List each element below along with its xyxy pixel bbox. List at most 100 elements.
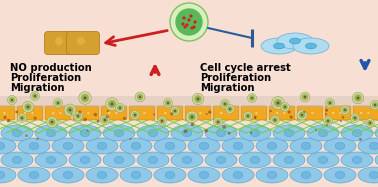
Circle shape (158, 117, 166, 125)
Circle shape (276, 111, 279, 114)
Circle shape (214, 117, 223, 126)
Ellipse shape (63, 142, 73, 150)
Circle shape (171, 111, 174, 114)
Circle shape (108, 100, 116, 108)
Ellipse shape (199, 171, 209, 179)
Circle shape (22, 101, 34, 113)
Circle shape (208, 111, 211, 114)
Ellipse shape (301, 171, 311, 179)
Circle shape (192, 25, 196, 29)
Circle shape (280, 102, 290, 111)
Circle shape (59, 111, 62, 114)
Circle shape (132, 112, 138, 118)
Circle shape (57, 102, 59, 104)
Circle shape (48, 118, 56, 126)
Circle shape (194, 20, 197, 24)
Ellipse shape (0, 167, 16, 183)
Circle shape (229, 108, 231, 111)
Ellipse shape (137, 125, 169, 141)
Circle shape (181, 22, 184, 26)
Circle shape (116, 104, 124, 112)
Ellipse shape (103, 125, 135, 141)
Circle shape (21, 117, 23, 119)
Circle shape (325, 99, 335, 108)
Ellipse shape (250, 156, 260, 164)
Circle shape (332, 111, 335, 114)
Ellipse shape (0, 171, 5, 179)
Circle shape (272, 117, 278, 123)
Circle shape (105, 98, 118, 111)
Circle shape (184, 130, 187, 133)
Circle shape (182, 16, 186, 20)
FancyBboxPatch shape (45, 31, 77, 54)
Circle shape (353, 93, 363, 103)
Circle shape (108, 111, 111, 114)
Circle shape (118, 106, 121, 110)
Circle shape (226, 105, 234, 113)
Ellipse shape (216, 129, 226, 137)
Circle shape (274, 119, 276, 121)
Ellipse shape (222, 167, 254, 183)
Ellipse shape (63, 171, 73, 179)
Ellipse shape (233, 142, 243, 150)
Circle shape (360, 111, 363, 114)
FancyBboxPatch shape (0, 96, 378, 108)
Circle shape (344, 109, 346, 111)
Circle shape (37, 138, 39, 140)
Circle shape (297, 110, 307, 120)
Ellipse shape (290, 38, 301, 44)
Circle shape (175, 8, 203, 36)
Ellipse shape (182, 129, 192, 137)
Ellipse shape (341, 152, 373, 168)
Ellipse shape (335, 142, 345, 150)
Circle shape (15, 111, 18, 113)
Circle shape (174, 110, 176, 112)
Circle shape (65, 105, 74, 114)
Circle shape (340, 120, 342, 122)
Circle shape (199, 111, 202, 114)
Circle shape (32, 93, 38, 99)
Ellipse shape (148, 156, 158, 164)
Circle shape (215, 119, 221, 125)
Circle shape (102, 117, 108, 123)
Ellipse shape (375, 125, 378, 141)
Circle shape (369, 99, 378, 111)
Circle shape (371, 101, 378, 109)
Ellipse shape (205, 125, 237, 141)
Ellipse shape (293, 38, 329, 54)
Circle shape (359, 138, 362, 140)
Ellipse shape (222, 138, 254, 154)
Circle shape (114, 102, 126, 114)
Circle shape (325, 113, 327, 115)
Circle shape (366, 119, 375, 128)
Circle shape (110, 102, 114, 106)
Ellipse shape (1, 152, 33, 168)
Circle shape (341, 105, 350, 114)
Circle shape (55, 37, 63, 45)
Ellipse shape (307, 152, 339, 168)
Ellipse shape (250, 129, 260, 137)
Ellipse shape (86, 138, 118, 154)
Circle shape (350, 114, 359, 122)
Ellipse shape (12, 129, 22, 137)
Circle shape (311, 111, 314, 114)
Circle shape (70, 113, 72, 115)
Ellipse shape (284, 156, 294, 164)
Text: Migration: Migration (10, 83, 65, 93)
FancyBboxPatch shape (45, 106, 71, 120)
Circle shape (217, 121, 219, 123)
Ellipse shape (154, 167, 186, 183)
Text: Migration: Migration (200, 83, 254, 93)
Circle shape (170, 112, 174, 115)
Ellipse shape (120, 167, 152, 183)
Ellipse shape (120, 138, 152, 154)
Circle shape (164, 99, 172, 108)
Text: Proliferation: Proliferation (200, 73, 271, 83)
Circle shape (136, 93, 144, 101)
Circle shape (192, 111, 195, 114)
Circle shape (191, 116, 193, 118)
Ellipse shape (277, 33, 313, 49)
Ellipse shape (148, 129, 158, 137)
Ellipse shape (267, 171, 277, 179)
Ellipse shape (369, 171, 378, 179)
